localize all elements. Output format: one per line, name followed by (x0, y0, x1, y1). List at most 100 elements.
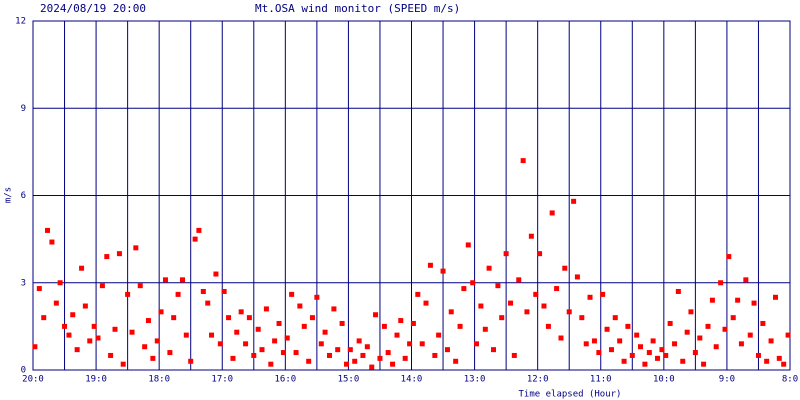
point (528, 233, 534, 239)
point (688, 309, 694, 315)
point (360, 352, 366, 358)
point (634, 332, 640, 338)
point (209, 332, 215, 338)
point (318, 341, 324, 347)
plot-frame (32, 20, 791, 371)
point (192, 236, 198, 242)
point (200, 288, 206, 294)
x-tick-label: 8:0 (782, 375, 798, 385)
point (423, 300, 429, 306)
point (684, 329, 690, 335)
point (533, 291, 539, 297)
point (604, 326, 610, 332)
point (91, 323, 97, 329)
point (398, 318, 404, 324)
point (246, 315, 252, 321)
point (764, 358, 770, 364)
point (478, 303, 484, 309)
point (697, 335, 703, 341)
point (722, 326, 728, 332)
point (373, 312, 379, 318)
point (49, 239, 55, 245)
point (377, 355, 383, 361)
point (87, 338, 93, 344)
point (785, 332, 791, 338)
point (427, 262, 433, 268)
point (760, 320, 766, 326)
point (508, 300, 514, 306)
point (629, 352, 635, 358)
x-tick-label: 9:0 (719, 375, 735, 385)
point (646, 350, 652, 356)
x-tick-label: 17:0 (211, 375, 233, 385)
point (407, 341, 413, 347)
point (36, 286, 42, 292)
point (272, 338, 278, 344)
x-tick-label: 20:0 (22, 375, 44, 385)
point (692, 350, 698, 356)
point (473, 341, 479, 347)
point (74, 347, 80, 353)
point (120, 361, 126, 367)
point (591, 338, 597, 344)
timestamp: 2024/08/19 20:00 (40, 2, 146, 15)
point (104, 254, 110, 260)
point (571, 198, 577, 204)
point (491, 347, 497, 353)
point (53, 300, 59, 306)
point (667, 320, 673, 326)
point (238, 309, 244, 315)
point (293, 350, 299, 356)
x-tick-label: 19:0 (85, 375, 107, 385)
point (394, 332, 400, 338)
point (545, 323, 551, 329)
point (713, 344, 719, 350)
point (541, 303, 547, 309)
point (554, 286, 560, 292)
x-tick-label: 11:0 (590, 375, 612, 385)
y-tick-label: 0 (21, 366, 26, 376)
point (243, 341, 249, 347)
point (205, 300, 211, 306)
point (562, 265, 568, 271)
point (516, 277, 522, 283)
point (583, 341, 589, 347)
point (680, 358, 686, 364)
point (625, 323, 631, 329)
point (116, 251, 122, 257)
x-tick-label: 12:0 (527, 375, 549, 385)
point (453, 358, 459, 364)
point (289, 291, 295, 297)
point (663, 352, 669, 358)
point (781, 361, 787, 367)
point (255, 326, 261, 332)
point (738, 341, 744, 347)
point (280, 350, 286, 356)
point (608, 347, 614, 353)
x-tick-label: 14:0 (401, 375, 423, 385)
point (751, 300, 757, 306)
point (99, 283, 105, 289)
point (62, 323, 68, 329)
point (432, 352, 438, 358)
point (284, 335, 290, 341)
y-tick-label: 3 (21, 278, 26, 288)
point (154, 338, 160, 344)
point (276, 320, 282, 326)
point (364, 344, 370, 350)
point (776, 355, 782, 361)
point (171, 315, 177, 321)
point (175, 291, 181, 297)
point (322, 329, 328, 335)
point (82, 303, 88, 309)
point (461, 286, 467, 292)
x-axis-label: Time elapsed (Hour) (519, 390, 622, 400)
point (457, 323, 463, 329)
point (755, 352, 761, 358)
point (314, 294, 320, 300)
point (347, 347, 353, 353)
point (537, 251, 543, 257)
point (495, 283, 501, 289)
point (705, 323, 711, 329)
